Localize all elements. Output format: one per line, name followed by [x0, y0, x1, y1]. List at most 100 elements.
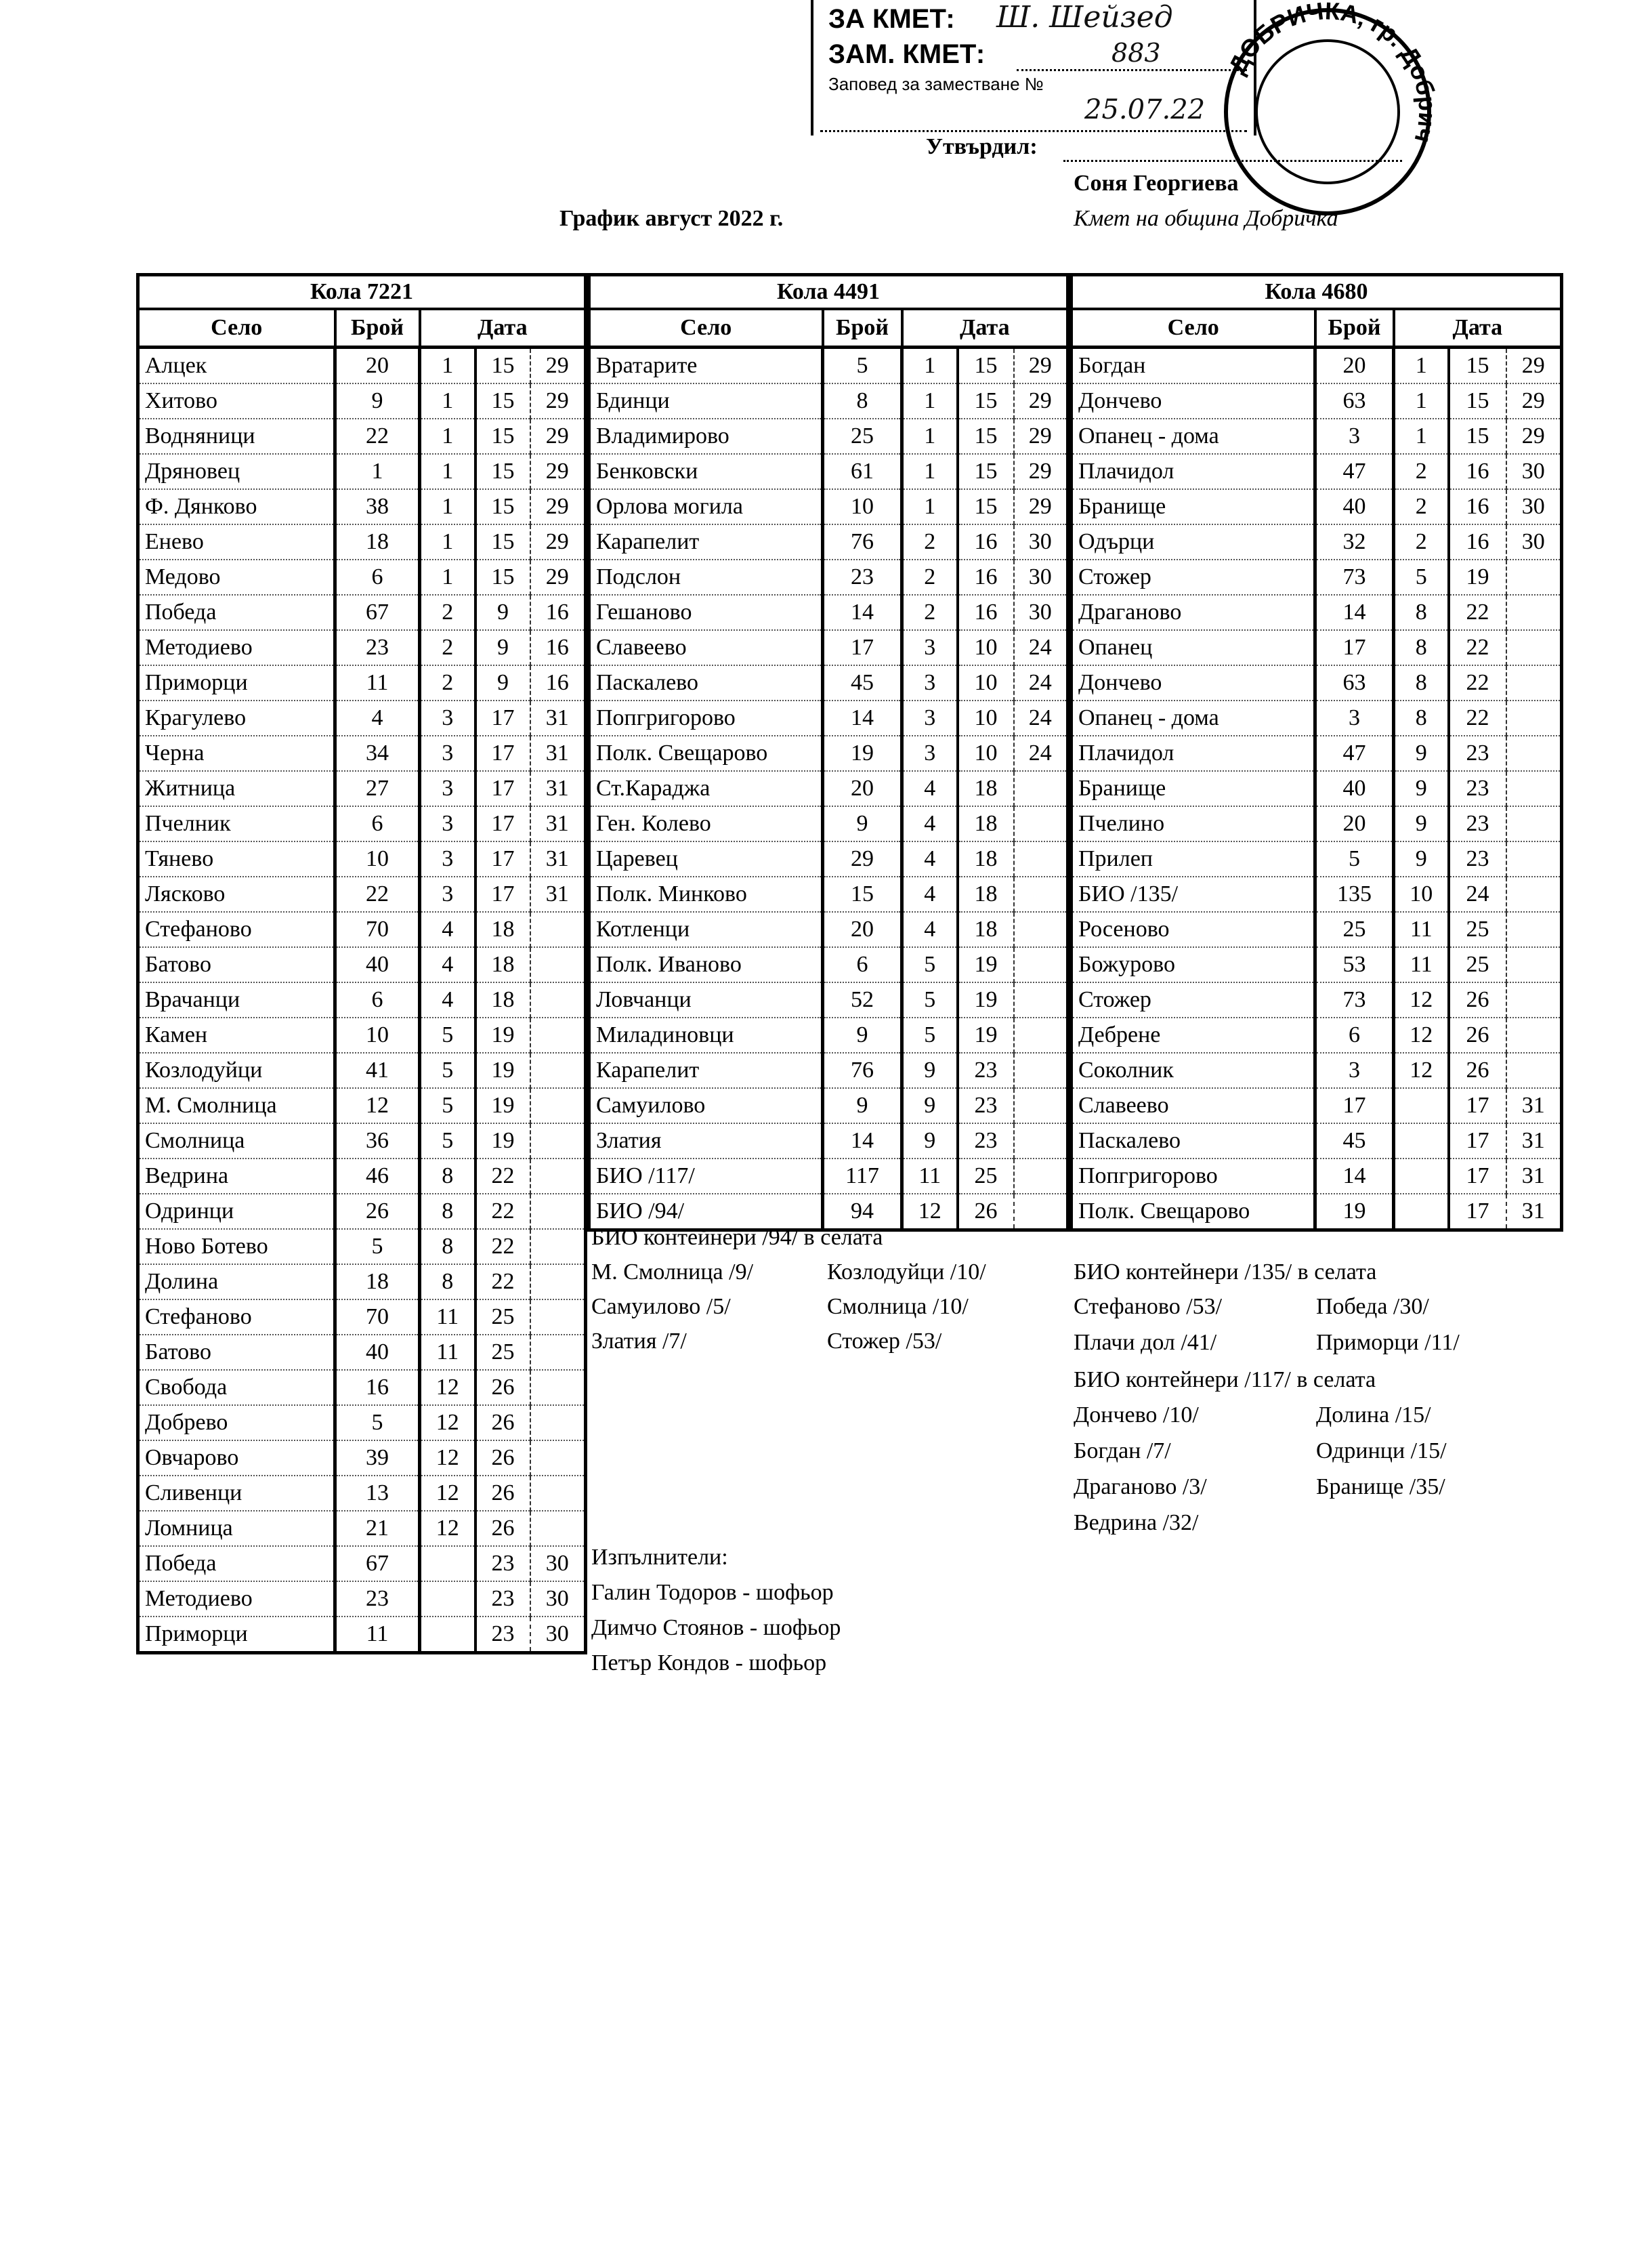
date-cell: 26: [475, 1370, 531, 1406]
count-cell: 11: [335, 665, 421, 701]
date-cell: 3: [419, 771, 477, 807]
date-cell: 1: [419, 560, 477, 596]
date-cell: 17: [475, 806, 531, 842]
date-cell: 16: [957, 560, 1015, 596]
village-cell: Дончево: [1071, 383, 1317, 419]
date-cell: 12: [419, 1405, 477, 1441]
date-cell: 31: [530, 701, 586, 736]
date-cell: [530, 912, 586, 948]
date-cell: [1013, 912, 1068, 948]
count-cell: 32: [1315, 524, 1395, 560]
table-row: Ново Ботево 5 8 22: [137, 1229, 586, 1265]
date-cell: 3: [902, 736, 959, 772]
seal-text: ДОБРИЧКА, гр. Добрич: [1223, 0, 1441, 146]
table-row: Бранище 40 9 23: [1071, 771, 1562, 807]
date-cell: [419, 1617, 477, 1654]
table-row: Опанец - дома 3 1 15 29: [1071, 419, 1562, 455]
date-cell: [1013, 771, 1068, 807]
date-cell: 29: [1506, 419, 1562, 455]
date-cell: [530, 982, 586, 1018]
date-cell: [1013, 1018, 1068, 1054]
date-cell: 4: [419, 912, 477, 948]
approver-position: Кмет на община Добричка: [1074, 206, 1338, 231]
count-cell: 22: [335, 877, 421, 913]
date-cell: 3: [902, 665, 959, 701]
table-row: Златия 14 9 23: [589, 1123, 1068, 1159]
date-cell: 16: [530, 595, 586, 631]
table-row: Попгригорово 14 17 31: [1071, 1159, 1562, 1194]
count-cell: 17: [822, 630, 904, 666]
village-cell: Стожер: [1071, 560, 1317, 596]
date-cell: [530, 1299, 586, 1335]
village-cell: Добрево: [137, 1405, 337, 1441]
count-cell: 10: [335, 1018, 421, 1054]
count-cell: 18: [335, 1264, 421, 1300]
village-cell: Полк. Свещарово: [589, 736, 824, 772]
count-cell: 34: [335, 736, 421, 772]
village-cell: Карапелит: [589, 1053, 824, 1089]
date-cell: 3: [902, 701, 959, 736]
date-cell: 1: [902, 454, 959, 490]
date-cell: 2: [902, 595, 959, 631]
date-cell: 16: [1448, 524, 1507, 560]
bio-container-village: Стефаново /53/: [1074, 1294, 1223, 1319]
date-cell: 31: [1506, 1194, 1562, 1231]
date-column-header: Дата: [418, 308, 587, 349]
date-cell: 19: [957, 1018, 1015, 1054]
date-cell: [1506, 736, 1562, 772]
count-cell: 17: [1315, 1088, 1395, 1124]
date-cell: [530, 1053, 586, 1089]
table-row: Подслон 23 2 16 30: [589, 560, 1068, 596]
date-cell: 15: [1448, 419, 1507, 455]
table-row: Опанец - дома 3 8 22: [1071, 701, 1562, 736]
date-cell: 19: [475, 1053, 531, 1089]
village-cell: Водняници: [137, 419, 337, 455]
village-column-header: Село: [136, 308, 337, 349]
date-cell: 30: [1506, 454, 1562, 490]
village-cell: Гешаново: [589, 595, 824, 631]
date-cell: 3: [419, 701, 477, 736]
count-cell: 10: [822, 489, 904, 525]
table-row: Батово 40 11 25: [137, 1335, 586, 1371]
table-row: Карапелит 76 9 23: [589, 1053, 1068, 1089]
date-cell: 22: [1448, 665, 1507, 701]
village-cell: Соколник: [1071, 1053, 1317, 1089]
village-cell: Ген. Колево: [589, 806, 824, 842]
date-cell: [1506, 841, 1562, 877]
table-row: Прилеп 5 9 23: [1071, 841, 1562, 877]
date-cell: 23: [1448, 771, 1507, 807]
village-cell: Прилеп: [1071, 841, 1317, 877]
table-row: Методиево 23 2 9 16: [137, 630, 586, 666]
date-cell: [1013, 1159, 1068, 1194]
table-row: Орлова могила 10 1 15 29: [589, 489, 1068, 525]
date-cell: 12: [1393, 1018, 1450, 1054]
date-cell: 12: [419, 1440, 477, 1476]
village-cell: Ново Ботево: [137, 1229, 337, 1265]
date-cell: 30: [530, 1581, 586, 1617]
date-cell: 1: [419, 383, 477, 419]
village-cell: Миладиновци: [589, 1018, 824, 1054]
table-row: Смолница 36 5 19: [137, 1123, 586, 1159]
count-cell: 17: [1315, 630, 1395, 666]
date-cell: 17: [1448, 1159, 1507, 1194]
date-cell: [1013, 841, 1068, 877]
date-cell: 4: [419, 947, 477, 983]
date-cell: 1: [1393, 383, 1450, 419]
date-cell: [1013, 1123, 1068, 1159]
count-cell: 6: [1315, 1018, 1395, 1054]
village-cell: Батово: [137, 1335, 337, 1371]
village-cell: Дончево: [1071, 665, 1317, 701]
village-cell: Победа: [137, 1546, 337, 1582]
count-cell: 70: [335, 912, 421, 948]
date-cell: 25: [957, 1159, 1015, 1194]
table-row: Божурово 53 11 25: [1071, 947, 1562, 983]
count-column-header: Брой: [821, 308, 904, 349]
village-cell: Орлова могила: [589, 489, 824, 525]
table-row: Паскалево 45 3 10 24: [589, 665, 1068, 701]
date-cell: 29: [1506, 383, 1562, 419]
date-cell: 26: [1448, 1053, 1507, 1089]
date-cell: 1: [1393, 347, 1450, 384]
date-cell: 9: [902, 1088, 959, 1124]
date-cell: 23: [475, 1581, 531, 1617]
date-cell: 18: [475, 947, 531, 983]
